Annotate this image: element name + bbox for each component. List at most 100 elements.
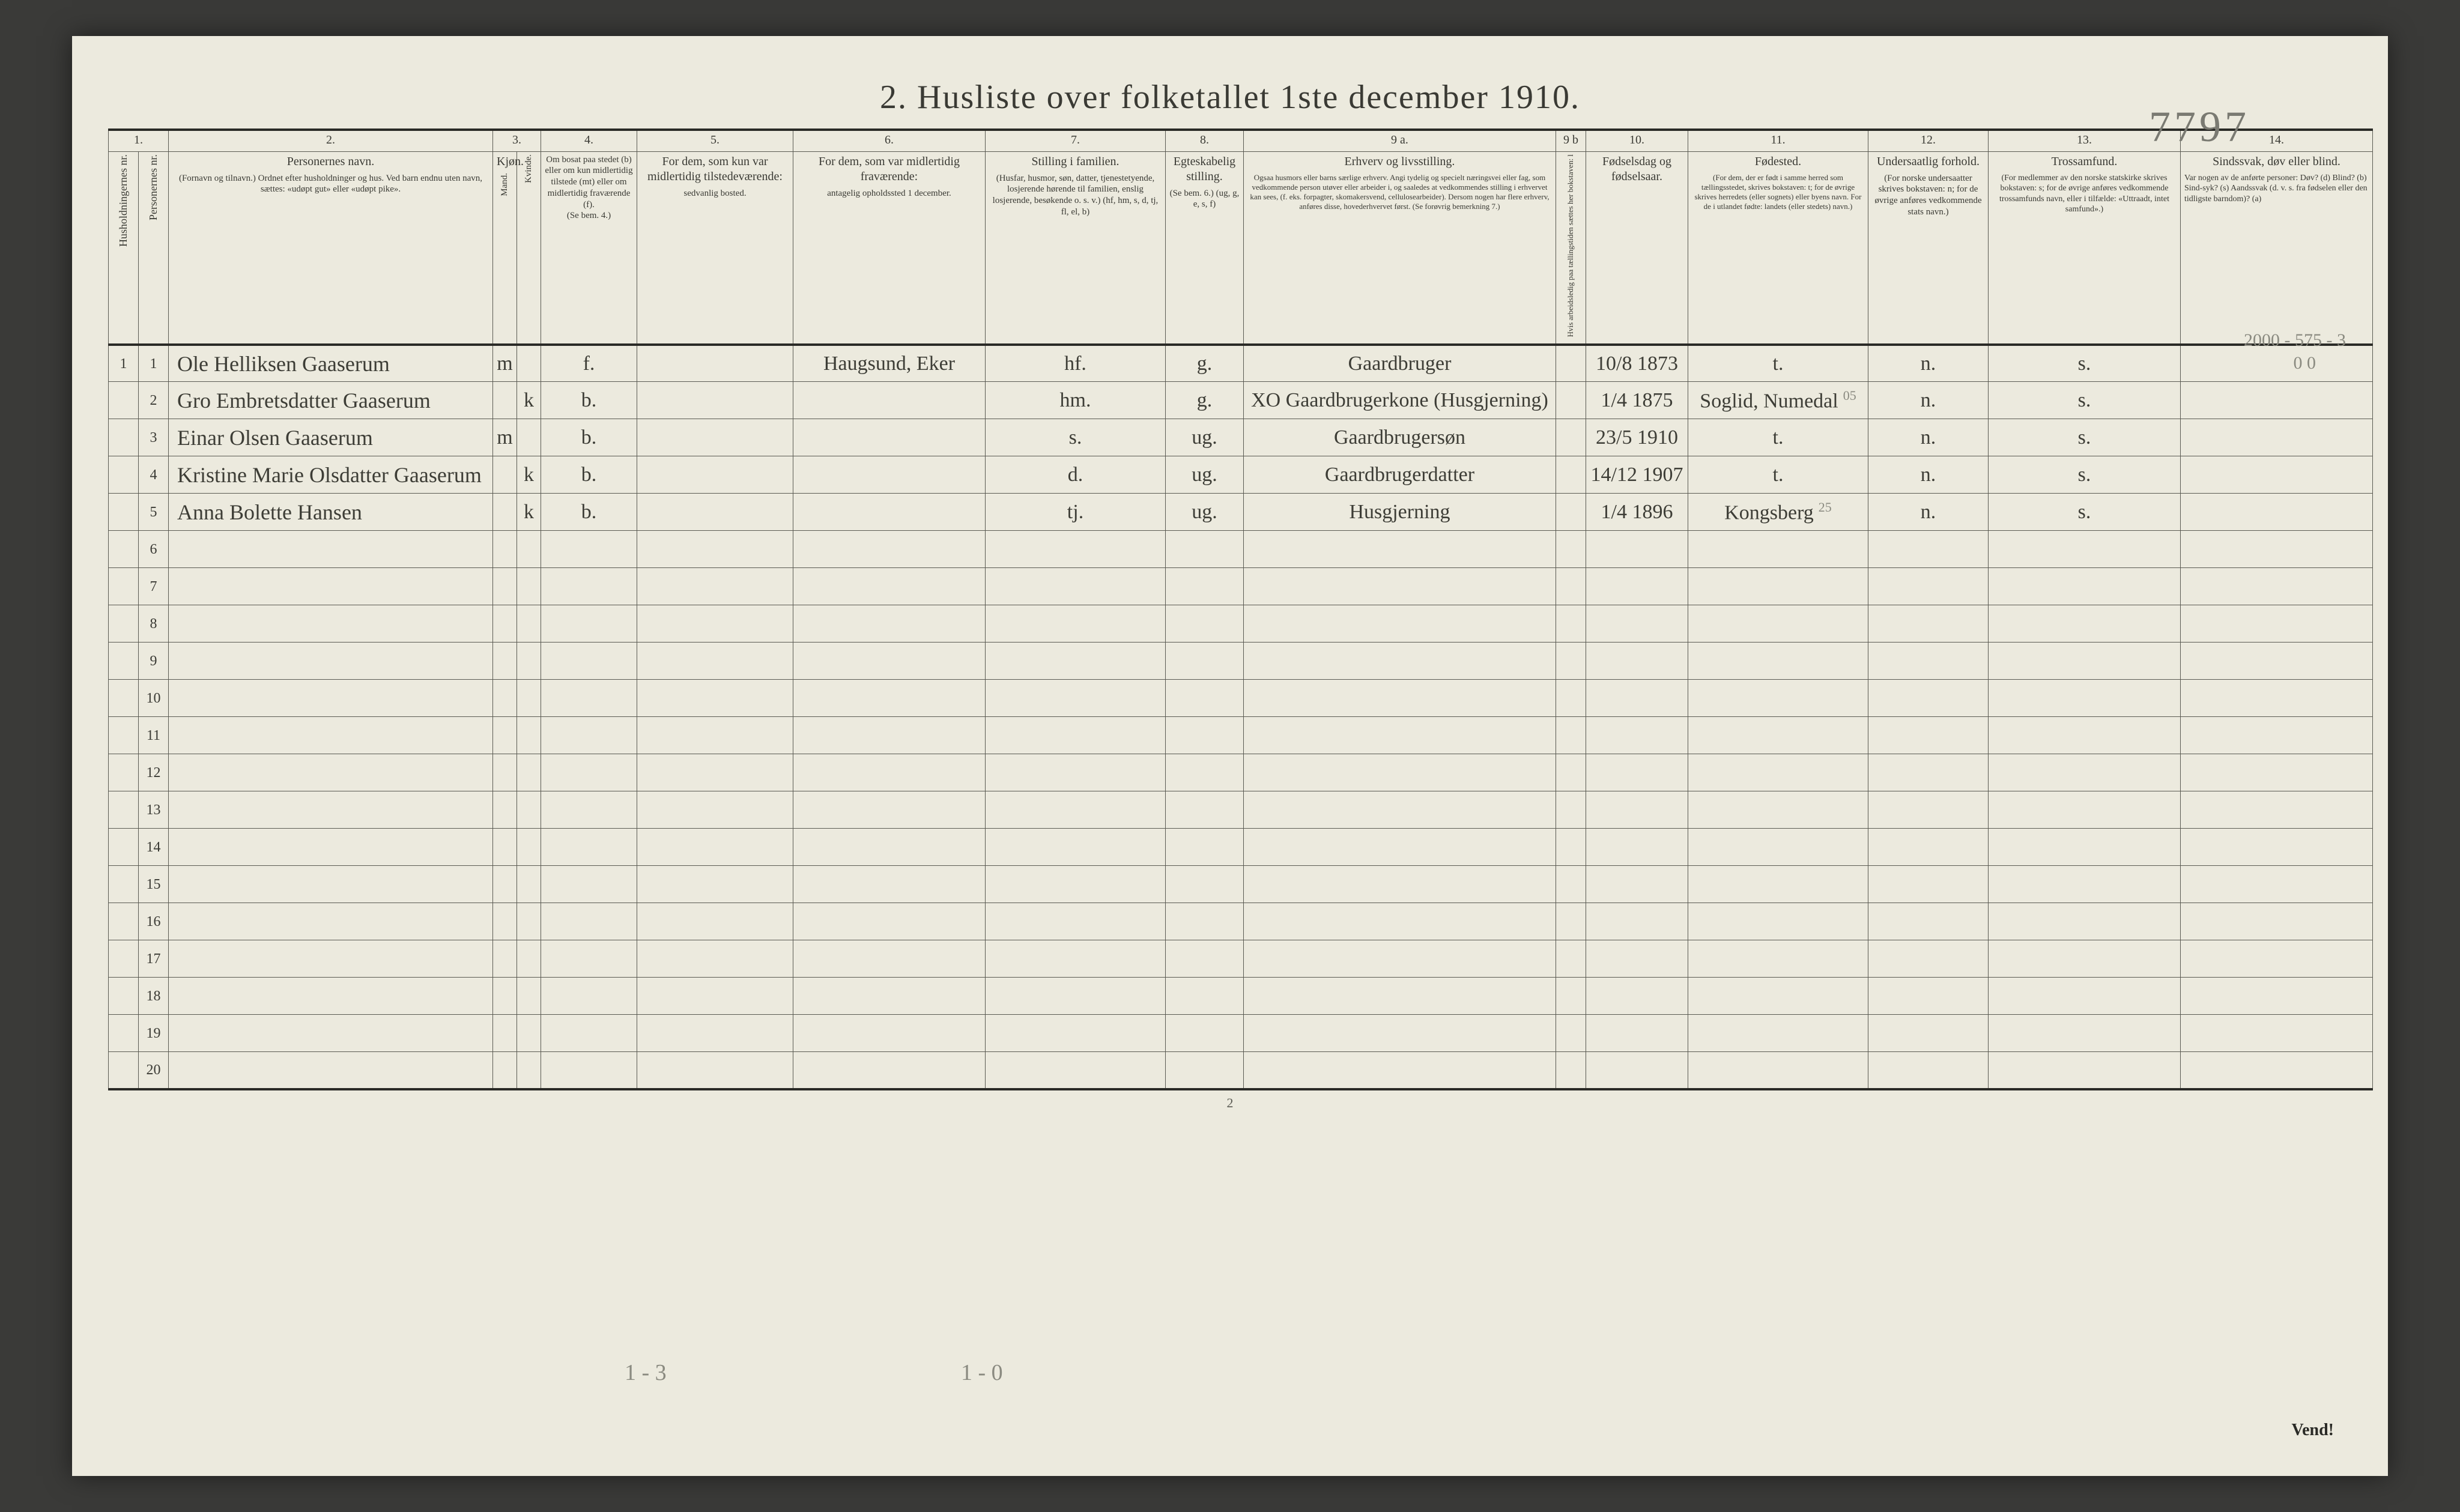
cell-empty bbox=[109, 568, 139, 605]
cell-empty: 14 bbox=[139, 829, 169, 866]
cell-empty bbox=[793, 829, 986, 866]
cell-empty bbox=[493, 1052, 517, 1089]
cell-empty bbox=[1868, 605, 1989, 643]
cell-k bbox=[517, 419, 541, 456]
cell-empty bbox=[1586, 754, 1688, 791]
cell-empty bbox=[1868, 791, 1989, 829]
cell-empty bbox=[1166, 754, 1244, 791]
cell-empty bbox=[637, 1015, 793, 1052]
cell-empty: 11 bbox=[139, 717, 169, 754]
cell-empty bbox=[1989, 680, 2181, 717]
cell-empty bbox=[517, 866, 541, 903]
table-row: 17 bbox=[109, 940, 2373, 978]
cell-empty bbox=[1244, 605, 1556, 643]
cell-c5 bbox=[637, 494, 793, 531]
cell-empty bbox=[1688, 605, 1868, 643]
cell-empty bbox=[2181, 568, 2373, 605]
cell-pn: 1 bbox=[139, 345, 169, 382]
hdr-birthdate: Fødselsdag og fødselsaar. bbox=[1586, 151, 1688, 345]
hdr-residence-status: Om bosat paa stedet (b) eller om kun mid… bbox=[541, 151, 637, 345]
cell-empty bbox=[109, 605, 139, 643]
cell-empty bbox=[2181, 605, 2373, 643]
cell-empty bbox=[986, 754, 1166, 791]
cell-empty bbox=[1688, 717, 1868, 754]
cell-empty bbox=[637, 680, 793, 717]
census-sheet: 7797 2. Husliste over folketallet 1ste d… bbox=[72, 36, 2388, 1476]
cell-empty bbox=[637, 791, 793, 829]
cell-empty bbox=[1868, 531, 1989, 568]
table-row: 7 bbox=[109, 568, 2373, 605]
cell-m bbox=[493, 382, 517, 419]
cell-c11: t. bbox=[1688, 456, 1868, 494]
cell-empty bbox=[793, 680, 986, 717]
cell-empty: 8 bbox=[139, 605, 169, 643]
cell-c6: Haugsund, Eker bbox=[793, 345, 986, 382]
cell-empty bbox=[1868, 568, 1989, 605]
table-row: 19 bbox=[109, 1015, 2373, 1052]
cell-empty bbox=[1989, 1015, 2181, 1052]
cell-k: k bbox=[517, 456, 541, 494]
table-row: 6 bbox=[109, 531, 2373, 568]
pencil-annotation: 25 bbox=[1819, 500, 1832, 515]
cell-c9a: Husgjerning bbox=[1244, 494, 1556, 531]
cell-empty bbox=[793, 568, 986, 605]
cell-empty bbox=[637, 717, 793, 754]
cell-c13: s. bbox=[1989, 456, 2181, 494]
cell-empty bbox=[493, 1015, 517, 1052]
hdr-birthplace: Fødested. (For dem, der er født i samme … bbox=[1688, 151, 1868, 345]
cell-empty: 9 bbox=[139, 643, 169, 680]
cell-empty bbox=[793, 643, 986, 680]
column-number-row: 1. 2. 3. 4. 5. 6. 7. 8. 9 a. 9 b 10. 11.… bbox=[109, 130, 2373, 151]
cell-empty bbox=[1586, 866, 1688, 903]
cell-empty bbox=[1556, 605, 1586, 643]
cell-empty bbox=[517, 978, 541, 1015]
cell-empty bbox=[637, 643, 793, 680]
colnum-4: 4. bbox=[541, 130, 637, 151]
cell-empty bbox=[1556, 1052, 1586, 1089]
cell-empty bbox=[637, 978, 793, 1015]
cell-empty bbox=[517, 903, 541, 940]
cell-c10: 14/12 1907 bbox=[1586, 456, 1688, 494]
cell-empty bbox=[1868, 978, 1989, 1015]
cell-empty bbox=[1586, 605, 1688, 643]
table-row: 5Anna Bolette Hansenkb.tj.ug.Husgjerning… bbox=[109, 494, 2373, 531]
cell-bf: b. bbox=[541, 419, 637, 456]
cell-empty bbox=[1586, 978, 1688, 1015]
cell-c7: s. bbox=[986, 419, 1166, 456]
cell-empty bbox=[1688, 754, 1868, 791]
cell-empty bbox=[1868, 903, 1989, 940]
cell-empty bbox=[1868, 829, 1989, 866]
cell-empty bbox=[169, 1015, 493, 1052]
cell-empty bbox=[169, 605, 493, 643]
cell-hh bbox=[109, 494, 139, 531]
table-row: 14 bbox=[109, 829, 2373, 866]
hdr-occupation: Erhverv og livsstilling. Ogsaa husmors e… bbox=[1244, 151, 1556, 345]
cell-empty bbox=[541, 940, 637, 978]
cell-c9a: XO Gaardbrugerkone (Husgjerning) bbox=[1244, 382, 1556, 419]
hdr-family-position: Stilling i familien. (Husfar, husmor, sø… bbox=[986, 151, 1166, 345]
cell-empty bbox=[109, 531, 139, 568]
cell-empty bbox=[2181, 1052, 2373, 1089]
cell-empty bbox=[2181, 791, 2373, 829]
cell-empty bbox=[169, 531, 493, 568]
cell-c8: ug. bbox=[1166, 419, 1244, 456]
cell-empty bbox=[2181, 717, 2373, 754]
margin-note-row1b: 0 0 bbox=[2294, 353, 2316, 373]
cell-empty bbox=[1166, 717, 1244, 754]
cell-c14 bbox=[2181, 494, 2373, 531]
cell-empty bbox=[637, 829, 793, 866]
cell-empty bbox=[109, 978, 139, 1015]
cell-empty bbox=[169, 866, 493, 903]
cell-k bbox=[517, 345, 541, 382]
cell-empty bbox=[1586, 680, 1688, 717]
cell-name: Kristine Marie Olsdatter Gaaserum bbox=[169, 456, 493, 494]
cell-empty: 10 bbox=[139, 680, 169, 717]
cell-empty bbox=[1688, 978, 1868, 1015]
cell-empty bbox=[493, 531, 517, 568]
cell-hh bbox=[109, 419, 139, 456]
cell-empty bbox=[169, 829, 493, 866]
cell-empty bbox=[109, 1015, 139, 1052]
cell-empty bbox=[1556, 940, 1586, 978]
cell-empty bbox=[541, 754, 637, 791]
cell-empty bbox=[637, 903, 793, 940]
